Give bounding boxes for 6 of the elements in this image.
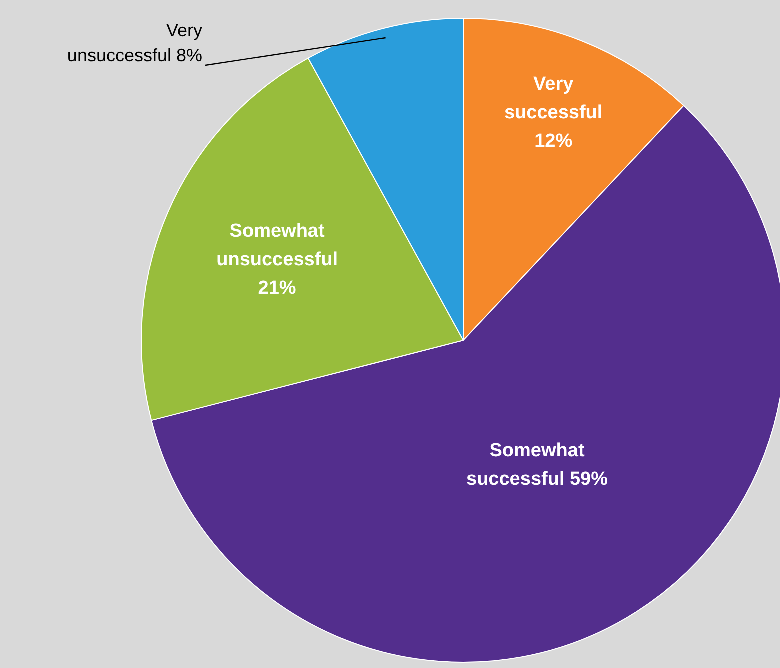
slice-label: Somewhat unsuccessful [216, 221, 338, 270]
slice-label: Very successful [504, 74, 603, 124]
slice-label: Somewhat successful 59% [466, 440, 608, 490]
data-label: 12% [534, 130, 573, 152]
data-label: 21% [258, 278, 296, 299]
slice-label: Very unsuccessful 8% [67, 20, 203, 66]
